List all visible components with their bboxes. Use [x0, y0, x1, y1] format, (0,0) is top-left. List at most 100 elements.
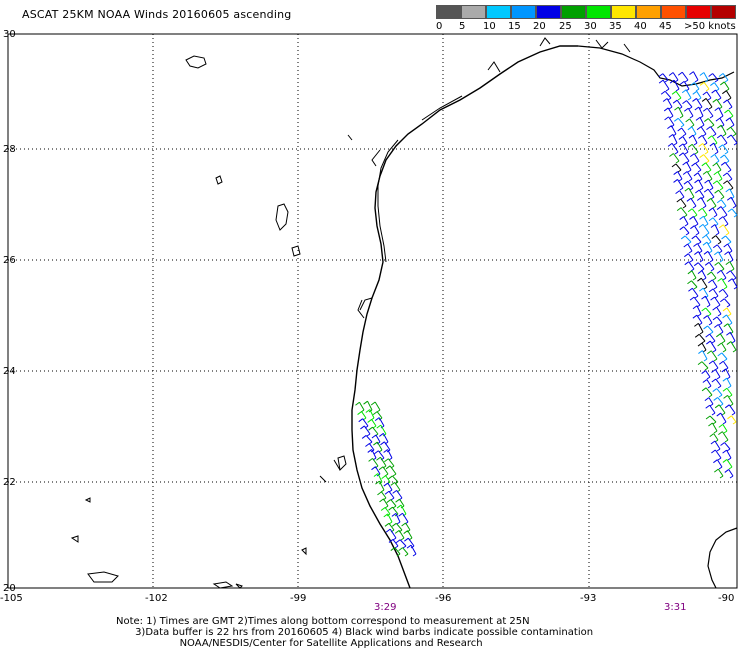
wind-barb: [687, 280, 698, 290]
wind-barb: [716, 134, 728, 146]
wind-barb: [722, 377, 732, 389]
wind-barb: [711, 89, 722, 101]
wind-barb: [699, 215, 709, 227]
wind-barb: [689, 296, 701, 308]
wind-barb: [694, 179, 704, 191]
wind-barb: [726, 341, 737, 353]
wind-barb: [385, 528, 397, 541]
wind-barb: [689, 71, 699, 83]
coastline-gulf-west: [351, 45, 578, 589]
wind-barb: [701, 295, 711, 308]
wind-barb: [395, 498, 405, 509]
lat-lon-grid: [8, 34, 737, 588]
wind-barb: [716, 412, 727, 425]
wind-barb: [355, 401, 365, 413]
wind-barb: [671, 90, 682, 101]
wind-barb: [699, 154, 710, 164]
wind-barb: [721, 235, 732, 245]
wind-barb: [699, 287, 709, 299]
wind-barb: [724, 251, 734, 263]
wind-barb: [390, 481, 401, 493]
wind-barb: [375, 480, 385, 493]
wind-barb: [727, 278, 738, 290]
wind-barb: [702, 107, 714, 119]
wind-barbs: [355, 71, 738, 557]
wind-barb: [677, 127, 687, 137]
wind-barb: [691, 235, 702, 245]
scale-swatch: [686, 5, 711, 19]
scale-swatch: [661, 5, 686, 19]
wind-barb: [711, 235, 722, 245]
wind-barb: [710, 440, 721, 452]
wind-barb: [712, 162, 722, 173]
wind-barb: [724, 469, 734, 479]
wind-barb: [717, 352, 728, 362]
scale-label: 30: [584, 21, 597, 32]
wind-barb: [678, 136, 688, 146]
wind-barb: [714, 324, 724, 335]
wind-speed-scale-labels: 0 5 10 15 20 25 30 35 40 45 >50 knots: [436, 21, 740, 33]
lat-label: 28: [3, 144, 16, 155]
wind-barb: [658, 79, 670, 92]
wind-barb: [669, 79, 680, 92]
wind-barb: [708, 279, 718, 290]
lon-label: -105: [0, 593, 23, 604]
wind-barb: [717, 342, 727, 353]
wind-barb: [723, 394, 734, 407]
scale-swatch: [561, 5, 586, 19]
wind-barb: [722, 387, 733, 398]
wind-barb: [673, 179, 684, 191]
wind-barb: [725, 188, 735, 200]
wind-barb: [712, 244, 723, 254]
wind-barb: [696, 126, 707, 137]
wind-barb: [687, 143, 699, 155]
wind-barb: [391, 512, 401, 525]
wind-barb: [682, 171, 693, 182]
wind-barb: [705, 404, 716, 416]
wind-barb: [398, 547, 409, 557]
wind-barb: [667, 125, 677, 137]
wind-barb: [698, 350, 708, 362]
wind-barb: [681, 89, 692, 101]
wind-barb: [695, 116, 705, 128]
wind-barb: [676, 207, 688, 218]
wind-barb: [712, 98, 723, 110]
lat-label: 22: [3, 477, 16, 488]
wind-barb: [692, 305, 702, 317]
wind-barb: [698, 207, 708, 218]
wind-barb: [658, 73, 669, 83]
wind-barb: [706, 126, 717, 137]
wind-barb: [707, 271, 717, 281]
wind-barb: [708, 422, 718, 434]
wind-barb: [694, 333, 706, 344]
wind-barb: [718, 73, 729, 83]
wind-barb: [710, 82, 720, 92]
wind-barb: [395, 539, 407, 549]
wind-barb: [722, 90, 732, 101]
wind-barb: [690, 82, 700, 92]
wind-barb: [401, 522, 411, 533]
wind-barb: [701, 162, 712, 173]
wind-barb: [713, 171, 723, 182]
wind-barb: [697, 270, 707, 281]
wind-barb: [707, 350, 718, 362]
footnotes: Note: 1) Times are GMT 2)Times along bot…: [116, 616, 593, 649]
wind-barb: [687, 208, 698, 218]
scale-label: 25: [559, 21, 572, 32]
wind-barb: [724, 404, 736, 416]
wind-barb: [680, 235, 692, 245]
wind-barb: [386, 499, 397, 509]
pass-time-label: 3:31: [664, 602, 686, 613]
wind-barb: [683, 180, 694, 191]
scale-swatch: [536, 5, 561, 19]
wind-barb: [693, 262, 705, 272]
wind-barb: [357, 411, 367, 421]
wind-barb: [696, 197, 707, 209]
wind-barb: [690, 225, 700, 236]
wind-barb: [712, 316, 723, 326]
wind-barb: [712, 306, 722, 317]
wind-barb: [713, 251, 724, 263]
wind-barb: [367, 419, 377, 429]
lon-label: -102: [145, 593, 168, 604]
